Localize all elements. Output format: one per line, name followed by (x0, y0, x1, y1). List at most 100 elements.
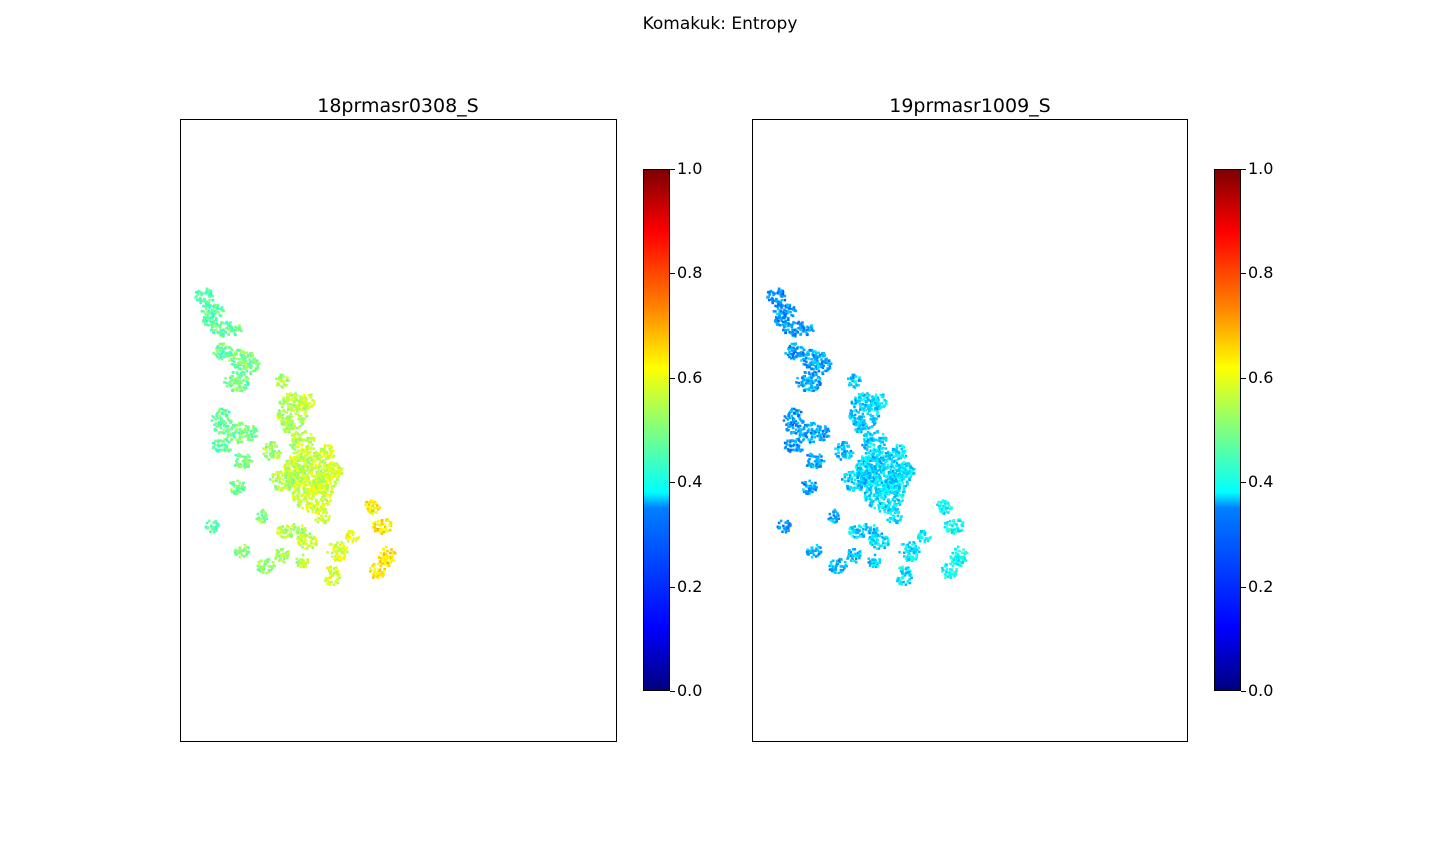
heatmap-cell (215, 322, 219, 326)
heatmap-cell (251, 369, 255, 373)
heatmap-cell (827, 429, 831, 433)
heatmap-cell (304, 410, 307, 414)
heatmap-cell (246, 433, 249, 436)
heatmap-cell (214, 528, 218, 531)
heatmap-cell (290, 477, 293, 480)
heatmap-cell (883, 546, 886, 549)
heatmap-cell (867, 471, 870, 475)
heatmap-cell (281, 478, 285, 481)
heatmap-cell (306, 559, 309, 563)
heatmap-cell (332, 472, 335, 475)
heatmap-cell (802, 363, 805, 366)
heatmap-cell (287, 423, 290, 427)
heatmap-cell (296, 438, 299, 441)
heatmap-cell (958, 519, 961, 523)
heatmap-cell (880, 505, 884, 509)
heatmap-cell (303, 464, 307, 468)
heatmap-cell (800, 448, 804, 452)
heatmap-cell (337, 558, 340, 562)
heatmap-cell (945, 568, 949, 571)
heatmap-cell (336, 470, 340, 473)
heatmap-cell (898, 567, 901, 570)
heatmap-cell (862, 527, 865, 531)
heatmap-cell (200, 299, 203, 302)
heatmap-cell (322, 510, 326, 513)
heatmap-cell (201, 292, 204, 295)
heatmap-cell (880, 465, 884, 468)
heatmap-cell (218, 325, 222, 329)
heatmap-cell (222, 333, 225, 336)
heatmap-cell (898, 503, 902, 506)
heatmap-cell (813, 460, 817, 463)
heatmap-cell (290, 473, 294, 477)
heatmap-cell (337, 573, 341, 576)
heatmap-cell (313, 475, 316, 479)
heatmap-cell (386, 519, 389, 523)
heatmap-cell (277, 417, 281, 420)
heatmap-cell (305, 450, 309, 454)
heatmap-cell (802, 437, 806, 441)
heatmap-cell (823, 354, 826, 357)
heatmap-cell (224, 345, 228, 349)
heatmap-cell (874, 486, 878, 490)
heatmap-cell (384, 545, 388, 549)
heatmap-cell (320, 467, 324, 470)
heatmap-cell (899, 474, 902, 477)
heatmap-cell (234, 366, 237, 369)
heatmap-cell (314, 457, 318, 460)
heatmap-cell (883, 494, 887, 497)
heatmap-cell (855, 410, 858, 413)
heatmap-cell (782, 320, 785, 324)
heatmap-cell (871, 459, 874, 462)
heatmap-cell (315, 471, 319, 474)
heatmap-cell (807, 371, 811, 374)
heatmap-cell (821, 355, 825, 358)
heatmap-cell (338, 576, 341, 580)
heatmap-cell (302, 563, 305, 566)
heatmap-cell (852, 419, 855, 423)
heatmap-cell (228, 346, 231, 349)
heatmap-cell (312, 455, 316, 458)
heatmap-cell (810, 383, 813, 387)
heatmap-cell (209, 530, 212, 533)
heatmap-cell (914, 546, 917, 549)
heatmap-cell (801, 379, 804, 382)
heatmap-cell (286, 421, 289, 425)
heatmap-cell (788, 355, 791, 359)
heatmap-cell (326, 485, 329, 489)
heatmap-cell (868, 529, 871, 533)
colorbar-1-tick-label: 0.0 (677, 681, 703, 700)
heatmap-cell (871, 420, 875, 423)
heatmap-cell (851, 415, 854, 418)
heatmap-cell (814, 481, 817, 485)
heatmap-cell (855, 472, 859, 475)
heatmap-cell (888, 508, 891, 512)
heatmap-cell (787, 322, 791, 326)
heatmap-cell (305, 446, 309, 449)
heatmap-cell (257, 519, 260, 522)
heatmap-cell (795, 438, 798, 441)
heatmap-cell (292, 452, 296, 455)
heatmap-cell (330, 461, 333, 464)
heatmap-cell (856, 486, 859, 489)
heatmap-cell (317, 452, 320, 455)
heatmap-cell (265, 559, 269, 562)
heatmap-cell (312, 505, 315, 509)
heatmap-cell (233, 464, 237, 467)
heatmap-cell (285, 411, 288, 414)
heatmap-cell (206, 315, 209, 319)
heatmap-cell (956, 553, 960, 556)
heatmap-cell (897, 493, 901, 496)
heatmap-cell (245, 465, 248, 469)
heatmap-cell (320, 460, 323, 464)
heatmap-cell (817, 367, 820, 370)
heatmap-cell (288, 462, 291, 466)
heatmap-cell (325, 498, 328, 502)
heatmap-cell (284, 554, 288, 558)
heatmap-cell (310, 436, 313, 440)
heatmap-cell (301, 448, 305, 452)
heatmap-cell (380, 528, 383, 531)
heatmap-cell (235, 428, 239, 431)
heatmap-cell (815, 388, 818, 391)
heatmap-cell (271, 447, 274, 451)
